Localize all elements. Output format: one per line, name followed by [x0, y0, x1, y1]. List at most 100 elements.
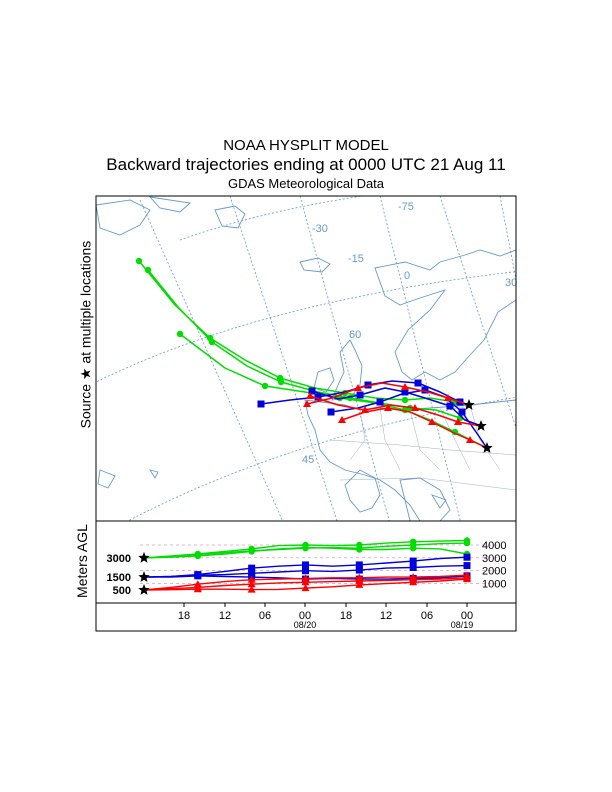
time-tick-label: 06	[259, 610, 271, 622]
profile-marker	[247, 575, 256, 583]
source-markers	[463, 399, 493, 453]
graticule-label: 30	[505, 277, 517, 289]
trajectory-marker	[414, 379, 422, 387]
profile-marker	[302, 561, 309, 569]
trajectory-marker	[454, 418, 462, 425]
time-tick-label: 00	[299, 610, 311, 622]
profile-marker	[409, 557, 417, 565]
profile-source-star	[138, 571, 150, 582]
profile-frame	[95, 520, 517, 632]
trajectory-marker	[458, 408, 466, 416]
height-tick-label: 3000	[482, 553, 506, 565]
trajectory-paths	[135, 257, 488, 449]
time-tick-label: 12	[219, 610, 231, 622]
trajectory-line	[138, 260, 470, 406]
profile-marker	[301, 584, 310, 592]
start-height-label: 3000	[107, 553, 131, 565]
trajectory-marker	[135, 257, 143, 265]
chart-title: NOAA HYSPLIT MODEL	[223, 137, 389, 154]
graticule-label: -30	[312, 223, 328, 235]
trajectory-marker	[466, 436, 474, 443]
trajectory-marker	[411, 404, 419, 411]
trajectory-marker	[376, 398, 384, 406]
trajectory-line	[309, 395, 482, 427]
graticule-label: 45	[302, 454, 314, 466]
source-star	[475, 420, 487, 431]
profile-source-star	[138, 584, 150, 595]
graticule	[96, 196, 516, 521]
trajectory-marker	[444, 394, 452, 401]
profile-marker	[248, 564, 256, 572]
graticule-label: -15	[348, 253, 364, 265]
trajectory-marker	[327, 408, 335, 416]
trajectory-marker	[308, 387, 316, 395]
country-borders	[329, 404, 516, 491]
trajectory-marker	[306, 392, 314, 399]
profile-marker	[194, 572, 202, 580]
profile-marker	[463, 562, 471, 570]
profile-marker	[302, 567, 309, 575]
trajectory-marker	[401, 383, 409, 390]
trajectory-line	[147, 269, 482, 427]
graticule-label: 0	[404, 270, 410, 282]
time-tick-label: 18	[340, 610, 352, 622]
trajectory-marker	[261, 382, 269, 390]
source-star	[463, 399, 475, 410]
time-tick-label: 18	[178, 610, 190, 622]
profile-marker	[355, 577, 364, 584]
height-tick-label: 2000	[482, 566, 506, 578]
profile-marker	[409, 545, 417, 552]
profile-marker	[194, 552, 202, 560]
profile-marker	[302, 544, 309, 551]
data-source-label: GDAS Meteorological Data	[227, 176, 385, 191]
trajectory-marker	[176, 330, 184, 338]
map-background	[96, 196, 516, 521]
trajectory-marker	[401, 396, 409, 404]
profile-marker	[409, 578, 418, 586]
date-label: 08/19	[451, 620, 474, 630]
profile-marker	[355, 580, 364, 588]
profile-source-star	[138, 551, 150, 563]
graticule-label: 60	[349, 329, 361, 341]
profile-marker	[355, 561, 363, 569]
source-star	[481, 442, 493, 453]
trajectory-marker	[401, 388, 409, 396]
graticule-label: -75	[398, 201, 414, 213]
chart-subtitle: Backward trajectories ending at 0000 UTC…	[106, 155, 506, 174]
profile-marker	[247, 585, 256, 593]
trajectory-line	[306, 382, 470, 406]
map-frame	[95, 195, 517, 522]
profile-marker	[248, 569, 256, 577]
trajectory-marker	[144, 266, 152, 274]
trajectory-marker	[314, 393, 322, 401]
graticule-labels: -75 -30 -15 0 30 60 45	[302, 201, 517, 466]
trajectory-marker	[446, 402, 454, 410]
profile-marker	[463, 575, 471, 583]
profile-marker	[193, 585, 202, 593]
profile-marker	[463, 539, 471, 547]
coastlines	[96, 196, 516, 521]
trajectory-marker	[421, 386, 429, 394]
start-height-label: 500	[113, 585, 131, 597]
trajectory-marker	[338, 416, 346, 423]
trajectory-marker	[384, 404, 392, 411]
height-profiles	[138, 537, 471, 595]
date-label: 08/20	[294, 620, 317, 630]
trajectory-line	[341, 407, 488, 449]
trajectory-marker	[356, 391, 364, 399]
profile-marker	[463, 553, 471, 561]
time-tick-label: 06	[421, 610, 433, 622]
trajectory-marker	[257, 400, 265, 408]
height-tick-label: 4000	[482, 540, 506, 552]
height-tick-label: 1000	[482, 579, 506, 591]
start-height-label: 1500	[107, 572, 131, 584]
profile-marker	[301, 578, 310, 586]
trajectory-marker	[277, 378, 285, 386]
time-tick-label: 00	[461, 610, 473, 622]
profile-marker	[356, 546, 363, 553]
time-tick-label: 12	[380, 610, 392, 622]
profile-marker	[409, 564, 417, 571]
